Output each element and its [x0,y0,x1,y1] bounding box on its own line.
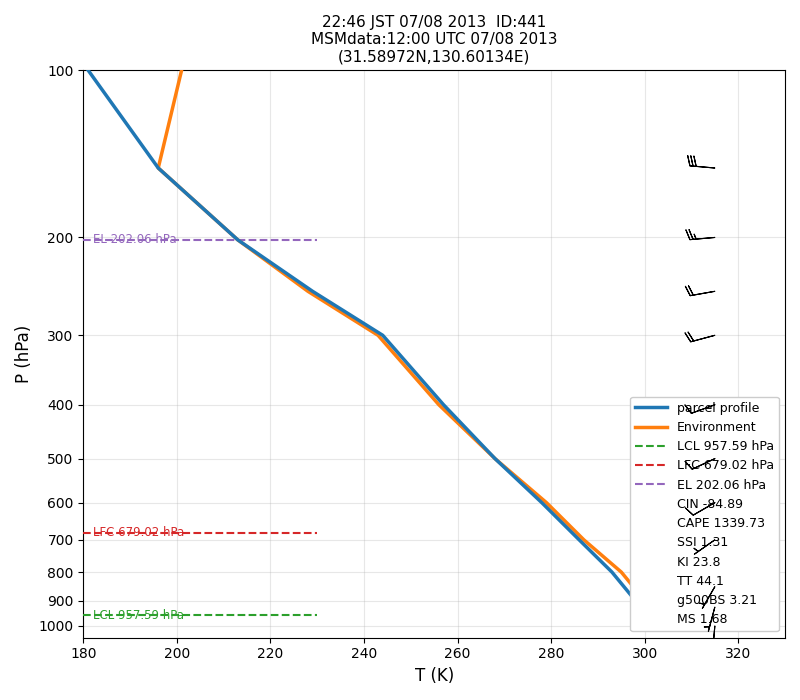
Environment [490,454,500,463]
Environment [658,625,668,634]
Environment [617,568,626,576]
Environment [374,331,383,340]
parcel profile [154,164,163,172]
Environment [640,596,650,605]
Line: parcel profile: parcel profile [88,70,663,629]
parcel profile [83,66,93,74]
Text: EL 202.06 hPa: EL 202.06 hPa [93,233,176,246]
Legend: parcel profile, Environment, LCL 957.59 hPa, LFC 679.02 hPa, EL 202.06 hPa, CIN : parcel profile, Environment, LCL 957.59 … [630,397,778,631]
Line: Environment: Environment [158,70,663,629]
parcel profile [378,331,387,340]
Environment [154,164,163,172]
parcel profile [537,498,546,507]
parcel profile [658,625,668,634]
parcel profile [308,287,318,295]
parcel profile [574,536,584,544]
Environment [177,66,186,74]
X-axis label: T (K): T (K) [414,667,454,685]
Environment [579,536,589,544]
Y-axis label: P (hPa): P (hPa) [15,325,33,383]
Text: LFC 679.02 hPa: LFC 679.02 hPa [93,526,184,539]
Title: 22:46 JST 07/08 2013  ID:441
MSMdata:12:00 UTC 07/08 2013
(31.58972N,130.60134E): 22:46 JST 07/08 2013 ID:441 MSMdata:12:0… [311,15,558,65]
parcel profile [630,596,640,605]
Environment [233,236,242,244]
parcel profile [438,400,448,409]
Environment [303,287,313,295]
parcel profile [490,454,500,463]
Environment [542,498,551,507]
parcel profile [607,568,617,576]
parcel profile [233,236,242,244]
Text: LCL 957.59 hPa: LCL 957.59 hPa [93,609,184,622]
parcel profile [645,611,654,620]
Environment [434,400,444,409]
Environment [650,611,659,620]
